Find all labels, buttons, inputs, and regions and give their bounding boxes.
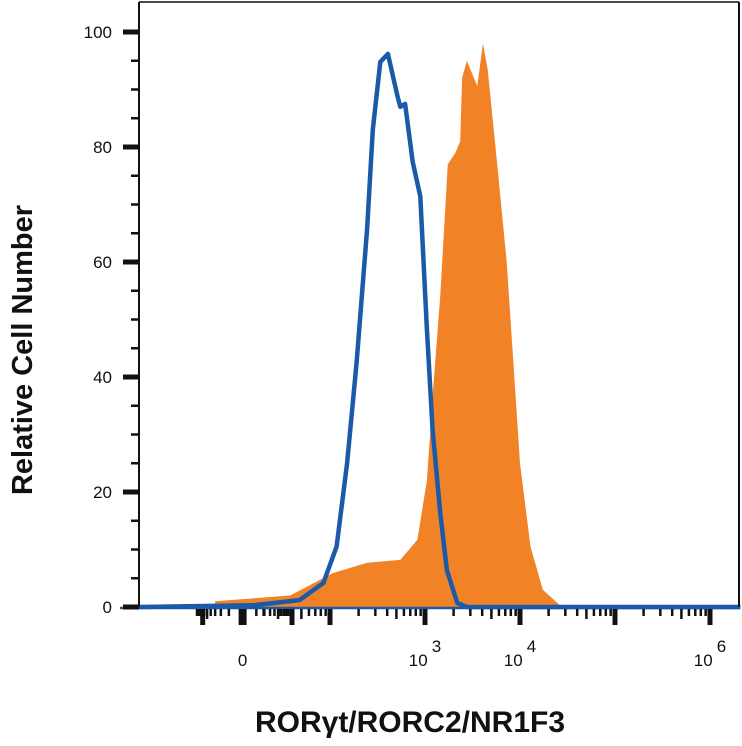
y-tick-label: 40 — [93, 368, 112, 387]
x-tick-label: 104 — [504, 637, 536, 670]
x-axis-title: RORγt/RORC2/NR1F3 — [255, 706, 565, 739]
x-tick-label: 0 — [238, 651, 247, 670]
y-axis-ticks: 0 20 40 60 80 100 — [84, 23, 139, 617]
y-tick-label: 20 — [93, 483, 112, 502]
x-axis-ticks: 0 103 104 106 — [195, 609, 726, 670]
plot-frame — [120, 1, 740, 610]
series-layer — [139, 43, 741, 610]
y-tick-label: 60 — [93, 253, 112, 272]
series-stained-area — [215, 43, 565, 607]
x-tick-label: 103 — [409, 637, 441, 670]
y-tick-label: 0 — [103, 598, 112, 617]
y-tick-label: 80 — [93, 138, 112, 157]
y-axis-title: Relative Cell Number — [7, 205, 39, 495]
y-tick-label: 100 — [84, 23, 112, 42]
series-isotype-outline — [139, 51, 741, 610]
x-tick-label: 106 — [694, 637, 726, 670]
